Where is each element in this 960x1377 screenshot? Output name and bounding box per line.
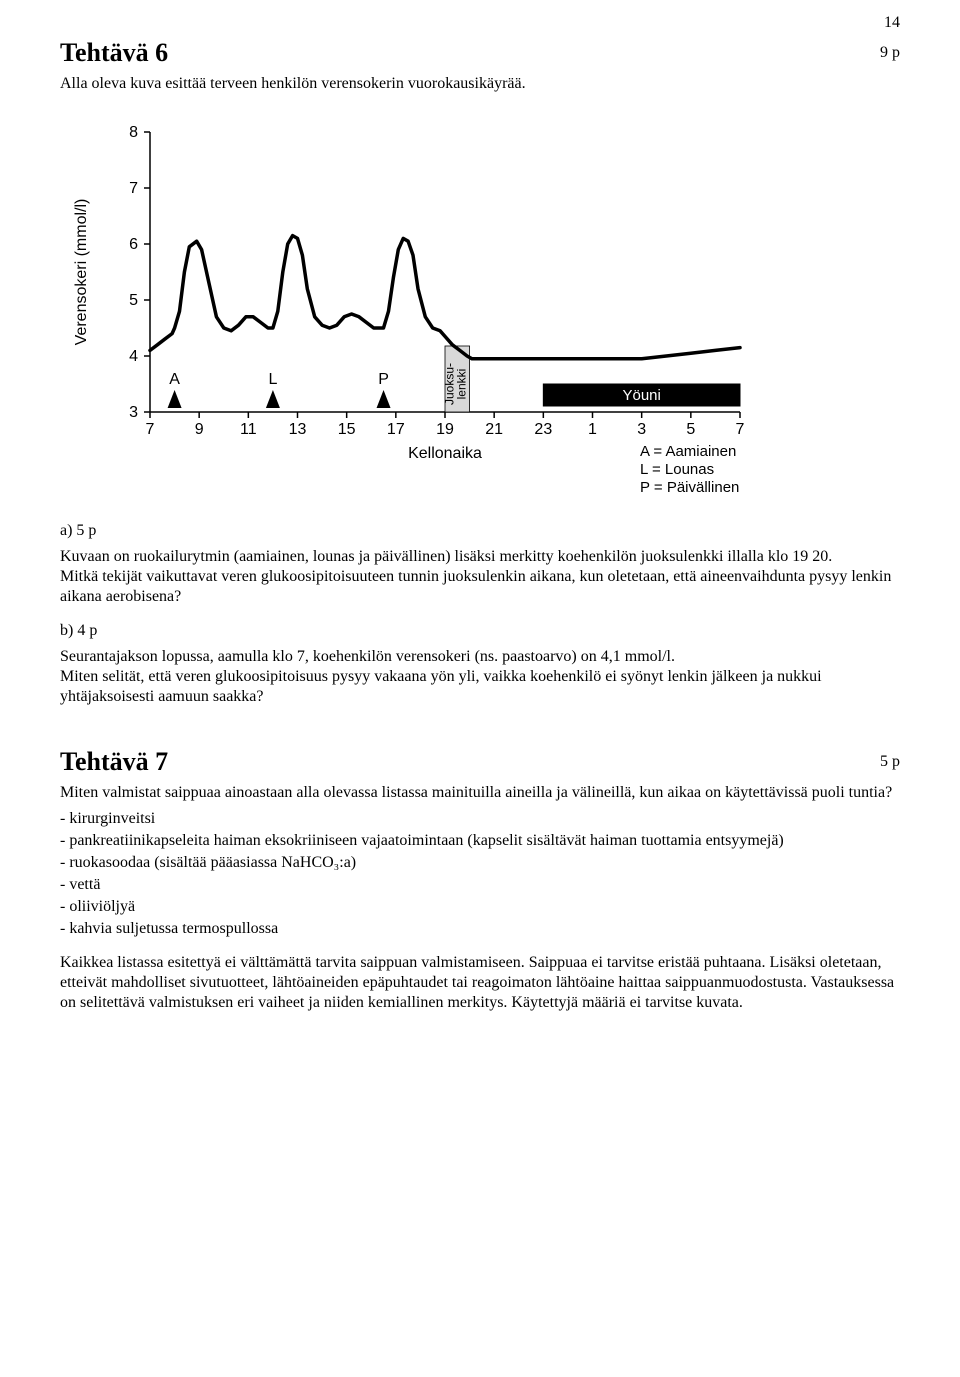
svg-text:23: 23	[534, 421, 552, 438]
svg-text:6: 6	[129, 236, 138, 253]
task7-points: 5 p	[880, 753, 900, 771]
task7-item: - kahvia suljetussa termospullossa	[60, 919, 900, 939]
task7-item: - vettä	[60, 875, 900, 895]
task6-title: Tehtävä 6	[60, 38, 900, 68]
svg-text:5: 5	[129, 292, 138, 309]
svg-text:7: 7	[129, 180, 138, 197]
svg-text:1: 1	[588, 421, 597, 438]
svg-text:Verensokeri (mmol/l): Verensokeri (mmol/l)	[73, 199, 90, 346]
svg-text:15: 15	[338, 421, 356, 438]
svg-text:5: 5	[686, 421, 695, 438]
svg-text:A: A	[169, 371, 180, 388]
task7-items: - kirurginveitsi- pankreatiinikapseleita…	[60, 809, 900, 939]
svg-text:7: 7	[736, 421, 745, 438]
task6-b-text: Seurantajakson lopussa, aamulla klo 7, k…	[60, 647, 900, 707]
page-number: 14	[884, 14, 900, 32]
svg-text:P = Päivällinen: P = Päivällinen	[640, 479, 739, 496]
svg-text:3: 3	[129, 404, 138, 421]
blood-sugar-chart: 34567879111315171921231357Verensokeri (m…	[60, 112, 780, 507]
svg-text:9: 9	[195, 421, 204, 438]
task7-item: - ruokasoodaa (sisältää pääasiassa NaHCO…	[60, 853, 900, 873]
svg-text:13: 13	[289, 421, 307, 438]
task7-intro: Miten valmistat saippuaa ainoastaan alla…	[60, 783, 900, 803]
task7-item: - oliiviöljyä	[60, 897, 900, 917]
svg-text:17: 17	[387, 421, 405, 438]
task7-item: - pankreatiinikapseleita haiman eksokrii…	[60, 831, 900, 851]
svg-text:L: L	[268, 371, 277, 388]
svg-text:A = Aamiainen: A = Aamiainen	[640, 443, 736, 460]
svg-text:Kellonaika: Kellonaika	[408, 445, 482, 462]
svg-text:P: P	[378, 371, 389, 388]
task6-a-text: Kuvaan on ruokailurytmin (aamiainen, lou…	[60, 547, 900, 607]
svg-text:8: 8	[129, 124, 138, 141]
svg-text:4: 4	[129, 348, 138, 365]
svg-text:lenkki: lenkki	[454, 369, 468, 400]
svg-text:L = Lounas: L = Lounas	[640, 461, 714, 478]
chart-svg: 34567879111315171921231357Verensokeri (m…	[60, 112, 780, 502]
svg-text:Yöuni: Yöuni	[622, 387, 660, 404]
svg-text:7: 7	[146, 421, 155, 438]
task7-title: Tehtävä 7	[60, 747, 900, 777]
svg-text:19: 19	[436, 421, 454, 438]
task6-a-label: a) 5 p	[60, 521, 900, 541]
svg-text:3: 3	[637, 421, 646, 438]
task6-intro: Alla oleva kuva esittää terveen henkilön…	[60, 74, 900, 94]
task6-b-label: b) 4 p	[60, 621, 900, 641]
task6-points: 9 p	[880, 44, 900, 62]
svg-text:11: 11	[240, 421, 257, 438]
task7-item: - kirurginveitsi	[60, 809, 900, 829]
task7-end: Kaikkea listassa esitettyä ei välttämätt…	[60, 953, 900, 1013]
svg-text:21: 21	[485, 421, 503, 438]
